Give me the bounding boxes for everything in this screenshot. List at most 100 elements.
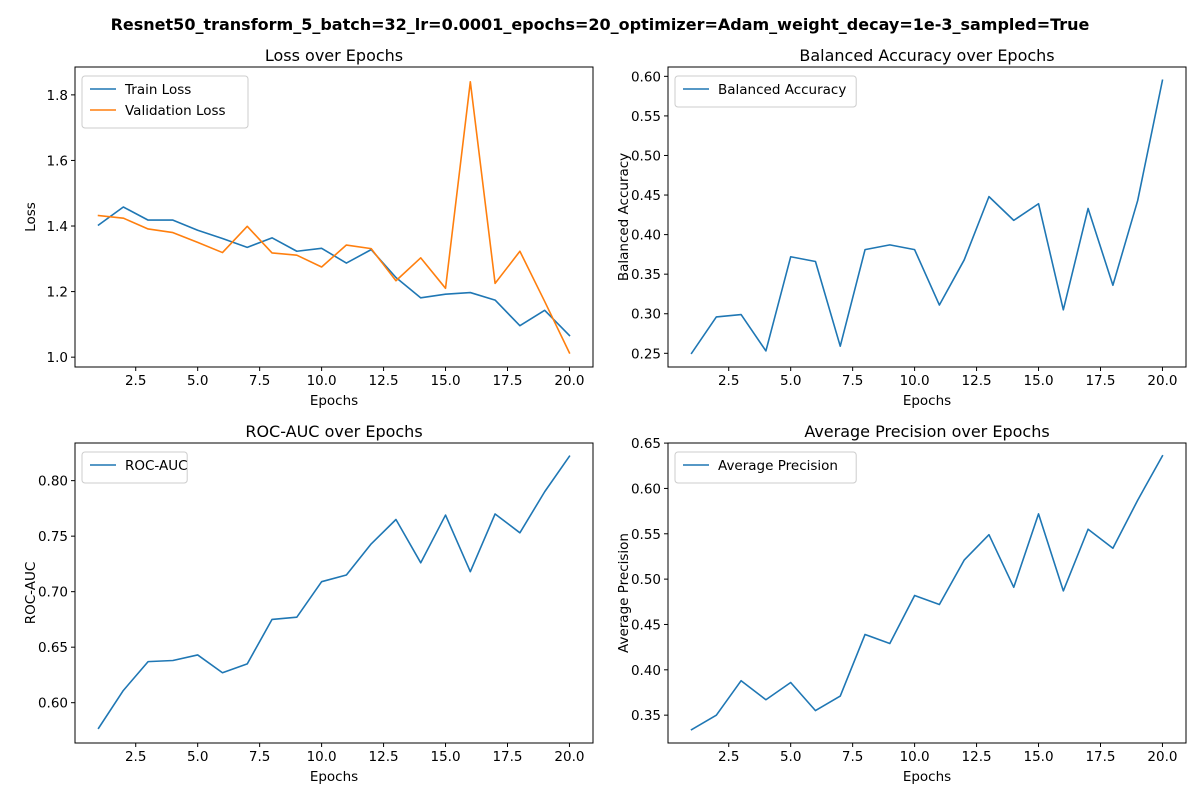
panel-4-ytick-label: 0.35 bbox=[631, 708, 661, 724]
panel-1-ylabel: Loss bbox=[23, 202, 39, 232]
panel-1-point-train-loss-16 bbox=[470, 292, 472, 294]
panel-3-point-roc-auc-7 bbox=[246, 663, 248, 665]
panel-1-point-train-loss-1 bbox=[98, 224, 100, 226]
panel-3-point-roc-auc-18 bbox=[519, 532, 521, 534]
panel-2-xtick-label: 17.5 bbox=[1085, 373, 1115, 389]
panel-4-legend-box bbox=[674, 451, 857, 484]
panel-3-ytick-label: 0.80 bbox=[38, 474, 68, 490]
panel-3-xtick-label: 17.5 bbox=[492, 749, 522, 765]
panel-3-point-roc-auc-13 bbox=[395, 519, 397, 521]
panel-4-point-average-precision-11 bbox=[939, 604, 941, 606]
panel-1-point-validation-loss-13 bbox=[395, 280, 397, 282]
panel-2-point-balanced-accuracy-4 bbox=[765, 350, 767, 352]
panel-2-point-balanced-accuracy-10 bbox=[914, 249, 916, 251]
panel-1-legend: Train Loss Validation Loss bbox=[81, 75, 249, 129]
panel-4-point-average-precision-3 bbox=[740, 680, 742, 682]
panel-2-point-balanced-accuracy-5 bbox=[790, 256, 792, 258]
panel-3-point-roc-auc-3 bbox=[147, 661, 149, 663]
panel-1-point-validation-loss-3 bbox=[147, 228, 149, 230]
panel-1-legend-box bbox=[81, 75, 249, 129]
panel-1-xlabel: Epochs bbox=[310, 393, 358, 409]
panel-3-point-roc-auc-10 bbox=[321, 581, 323, 583]
panel-1-point-train-loss-2 bbox=[123, 206, 125, 208]
panel-4-point-average-precision-12 bbox=[963, 559, 965, 561]
panel-1-loss-over-epochs: 2.5 5.0 7.5 10.0 12.5 15.0 17.5 20.0 1.0 1.2 1.4 1.… bbox=[23, 46, 594, 409]
panel-4-point-average-precision-5 bbox=[790, 682, 792, 684]
panel-2-legend-box bbox=[674, 75, 857, 108]
panel-1-xtick-label: 10.0 bbox=[307, 373, 337, 389]
panel-1-point-validation-loss-19 bbox=[544, 301, 546, 303]
panel-3-point-roc-auc-11 bbox=[346, 574, 348, 576]
panel-1-point-train-loss-15 bbox=[445, 293, 447, 295]
panel-3-series-line-roc-auc bbox=[97, 455, 571, 730]
panel-4-point-average-precision-2 bbox=[716, 714, 718, 716]
panel-2-point-balanced-accuracy-20 bbox=[1162, 79, 1164, 81]
panel-1-point-train-loss-19 bbox=[544, 309, 546, 311]
panel-4-axes-frame bbox=[667, 442, 1187, 744]
panel-2-point-balanced-accuracy-1 bbox=[691, 353, 693, 355]
panel-4-ytick-label: 0.40 bbox=[631, 663, 661, 679]
panel-1-point-validation-loss-4 bbox=[172, 232, 174, 234]
panel-3-ylabel: ROC-AUC bbox=[23, 562, 39, 625]
panel-1-point-train-loss-17 bbox=[494, 299, 496, 301]
panel-3-xtick-label: 20.0 bbox=[554, 749, 584, 765]
panel-2-ytick-label: 0.40 bbox=[631, 228, 661, 244]
panel-1-point-train-loss-14 bbox=[420, 297, 422, 299]
panel-3-point-roc-auc-16 bbox=[470, 571, 472, 573]
panel-1-xtick-label: 20.0 bbox=[554, 373, 584, 389]
panel-4-ytick-label: 0.55 bbox=[631, 527, 661, 543]
panel-2-point-balanced-accuracy-18 bbox=[1112, 284, 1114, 286]
panel-1-xtick-label: 5.0 bbox=[187, 373, 208, 389]
panel-2-point-balanced-accuracy-14 bbox=[1013, 220, 1015, 222]
panel-4-xlabel: Epochs bbox=[903, 769, 951, 785]
panel-3-point-roc-auc-4 bbox=[172, 660, 174, 662]
panel-2-ytick-label: 0.60 bbox=[631, 69, 661, 85]
panel-1-point-train-loss-7 bbox=[246, 247, 248, 249]
panel-3-ytick-label: 0.65 bbox=[38, 640, 68, 656]
panel-1-point-validation-loss-7 bbox=[246, 226, 248, 228]
panel-1-point-train-loss-10 bbox=[321, 248, 323, 250]
panel-1-point-train-loss-3 bbox=[147, 219, 149, 221]
panel-3-xlabel: Epochs bbox=[310, 769, 358, 785]
panel-1-point-train-loss-4 bbox=[172, 219, 174, 221]
panel-2-point-balanced-accuracy-12 bbox=[963, 259, 965, 261]
panel-2-point-balanced-accuracy-9 bbox=[889, 244, 891, 246]
figure-suptitle: Resnet50_transform_5_batch=32_lr=0.0001_… bbox=[111, 15, 1090, 34]
panel-3-xtick-label: 7.5 bbox=[249, 749, 270, 765]
panel-1-point-train-loss-5 bbox=[197, 229, 199, 231]
panel-4-xtick-label: 7.5 bbox=[842, 749, 863, 765]
panel-3-legend: ROC-AUC bbox=[81, 451, 188, 484]
panel-2-axes-frame bbox=[667, 66, 1187, 368]
panel-4-point-average-precision-19 bbox=[1137, 499, 1139, 501]
panel-1-point-train-loss-6 bbox=[222, 238, 224, 240]
panel-4-ytick-label: 0.60 bbox=[631, 481, 661, 497]
panel-2-xtick-label: 2.5 bbox=[718, 373, 739, 389]
panel-4-point-average-precision-7 bbox=[839, 695, 841, 697]
panel-1-point-validation-loss-5 bbox=[197, 242, 199, 244]
panel-4-xtick-label: 15.0 bbox=[1023, 749, 1053, 765]
panel-2-ylabel: Balanced Accuracy bbox=[616, 153, 632, 281]
panel-3-legend-box bbox=[81, 451, 188, 484]
panel-3-point-roc-auc-15 bbox=[445, 514, 447, 516]
panel-4-ylabel: Average Precision bbox=[616, 533, 632, 653]
panel-4-point-average-precision-1 bbox=[691, 729, 693, 731]
panel-2-xtick-label: 10.0 bbox=[900, 373, 930, 389]
panel-2-point-balanced-accuracy-6 bbox=[815, 261, 817, 263]
panel-1-ytick-label: 1.8 bbox=[47, 88, 68, 104]
panel-3-ytick-label: 0.60 bbox=[38, 696, 68, 712]
panel-1-point-validation-loss-9 bbox=[296, 254, 298, 256]
panel-1-point-validation-loss-6 bbox=[222, 252, 224, 254]
panel-2-point-balanced-accuracy-16 bbox=[1063, 309, 1065, 311]
panel-3-point-roc-auc-20 bbox=[569, 455, 571, 457]
panel-1-legend-label-train-loss: Train Loss bbox=[124, 82, 191, 98]
panel-4-legend: Average Precision bbox=[674, 451, 857, 484]
panel-3-xtick-label: 12.5 bbox=[369, 749, 399, 765]
panel-3-ytick-label: 0.75 bbox=[38, 529, 68, 545]
panel-1-point-validation-loss-2 bbox=[123, 217, 125, 219]
panel-3-roc-auc-over-epochs: 2.5 5.0 7.5 10.0 12.5 15.0 17.5 20.0 0.60 0.65 0.7… bbox=[23, 422, 594, 785]
panel-2-ytick-label: 0.35 bbox=[631, 267, 661, 283]
panel-1-ytick-label: 1.6 bbox=[47, 153, 68, 169]
panel-4-xtick-label: 5.0 bbox=[780, 749, 801, 765]
panel-1-point-validation-loss-10 bbox=[321, 266, 323, 268]
